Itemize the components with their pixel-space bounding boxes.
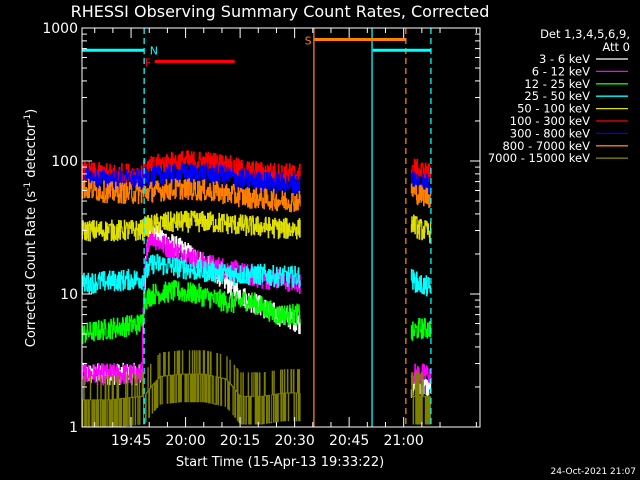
x-tick-label-20:45: 20:45 xyxy=(329,433,369,449)
y-axis-label-end: ) xyxy=(24,109,39,114)
x-tick-label-20:00: 20:00 xyxy=(165,433,205,449)
series-5-line-segment-2 xyxy=(410,214,432,244)
flag-label-N: N xyxy=(150,44,158,57)
series-5-line-segment-1 xyxy=(82,210,301,242)
series-8-line-segment-1 xyxy=(82,178,301,213)
x-tick-label-19:45: 19:45 xyxy=(111,433,151,449)
x-tick-label-21:00: 21:00 xyxy=(383,433,423,449)
y-tick-label-10: 10 xyxy=(60,287,78,303)
series-9-line-segment-1 xyxy=(82,350,301,427)
legend-header-line1: Det 1,3,4,5,6,9, xyxy=(540,27,630,41)
legend-entry-5-label: 50 - 100 keV xyxy=(517,102,590,116)
legend-entry-4-label: 25 - 50 keV xyxy=(524,89,590,103)
y-axis-label-sup2: -1 xyxy=(23,114,33,123)
legend-entry-1-label: 3 - 6 keV xyxy=(539,52,590,66)
legend-entry-7-label: 300 - 800 keV xyxy=(510,126,590,140)
y-axis-label-sup1: -1 xyxy=(23,182,33,191)
legend-entry-9-label: 7000 - 15000 keV xyxy=(488,151,590,165)
legend-entry-2-label: 6 - 12 keV xyxy=(532,64,590,78)
y-axis-label-main: Corrected Count Rate (s xyxy=(24,191,39,348)
y-tick-label-1: 1 xyxy=(69,420,78,436)
series-8-line-segment-2 xyxy=(410,183,432,208)
flag-layer: NF S xyxy=(82,28,432,427)
x-tick-label-20:30: 20:30 xyxy=(274,433,314,449)
plot-frame xyxy=(81,27,481,428)
data-layer xyxy=(82,150,432,427)
chart-title: RHESSI Observing Summary Count Rates, Co… xyxy=(71,2,490,21)
y-tick-label-1000: 1000 xyxy=(42,21,78,37)
series-7-line-segment-1 xyxy=(82,162,301,196)
y-axis-label-mid: detector xyxy=(24,122,39,182)
y-axis-label: Corrected Count Rate (s-1 detector-1) xyxy=(23,109,39,347)
x-axis-label: Start Time (15-Apr-13 19:33:22) xyxy=(176,455,384,470)
series-2-line-segment-1 xyxy=(82,229,301,386)
legend-entry-8-label: 800 - 7000 keV xyxy=(502,139,590,153)
series-9-line-segment-2 xyxy=(410,372,432,425)
series-3-line-segment-2 xyxy=(410,318,432,341)
series-4-line-segment-2 xyxy=(410,268,432,297)
ticks-layer: 19:45 20:00 20:15 20:30 20:45 21:00 1 10 100 1000 xyxy=(42,21,480,449)
flag-label-S: S xyxy=(305,34,312,47)
legend-entry-3-label: 12 - 25 keV xyxy=(524,77,590,91)
flag-label-F: F xyxy=(145,56,151,69)
x-tick-label-20:15: 20:15 xyxy=(220,433,260,449)
y-tick-label-100: 100 xyxy=(51,154,78,170)
footer-timestamp: 24-Oct-2021 21:07 xyxy=(551,467,636,477)
legend-header-line2: Att 0 xyxy=(602,40,630,54)
series-3-line-segment-1 xyxy=(82,280,301,345)
series-4-line-segment-1 xyxy=(82,254,301,294)
legend-entry-6-label: 100 - 300 keV xyxy=(510,114,590,128)
